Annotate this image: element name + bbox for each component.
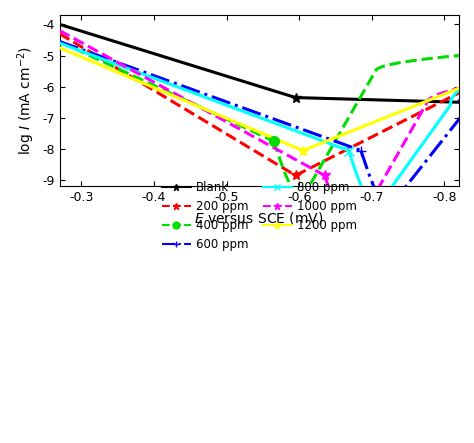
Y-axis label: log $I$ (mA cm$^{-2}$): log $I$ (mA cm$^{-2}$) (15, 46, 36, 155)
Legend: Blank, 200 ppm, 400 ppm, 600 ppm, 800 ppm, 1000 ppm, 1200 ppm: Blank, 200 ppm, 400 ppm, 600 ppm, 800 pp… (157, 177, 362, 256)
X-axis label: $E$ versus SCE (mV): $E$ versus SCE (mV) (194, 210, 324, 226)
